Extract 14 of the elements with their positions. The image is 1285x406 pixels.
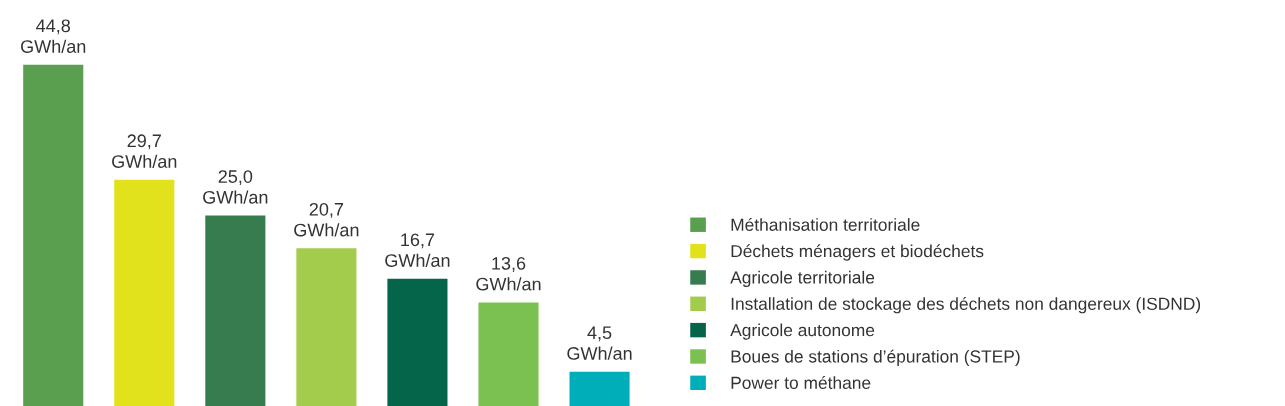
data-label: 25,0 GWh/an [203, 170, 268, 204]
data-label: 29,7 GWh/an [112, 134, 177, 168]
data-label: 4,5 GWh/an [567, 326, 632, 360]
data-label: 16,7 GWh/an [385, 233, 450, 267]
legend-label: Agricole autonome [730, 323, 875, 340]
data-label: 13,6 GWh/an [476, 256, 541, 291]
legend-label: Installation de stockage des déchets non dangereux (ISDND) [731, 296, 1201, 314]
legend-label: Boues de stations d’épuration (STEP) [731, 349, 1020, 367]
legend-label: Power to méthane [731, 376, 871, 389]
data-label: 20,7 GWh/an [294, 202, 359, 237]
legend-label: Déchets ménagers et biodéchets [731, 244, 984, 261]
legend-label: Méthanisation territoriale [731, 217, 920, 231]
legend-label: Agricole territoriale [730, 270, 875, 288]
data-label: 44,8 GWh/an [21, 19, 86, 53]
